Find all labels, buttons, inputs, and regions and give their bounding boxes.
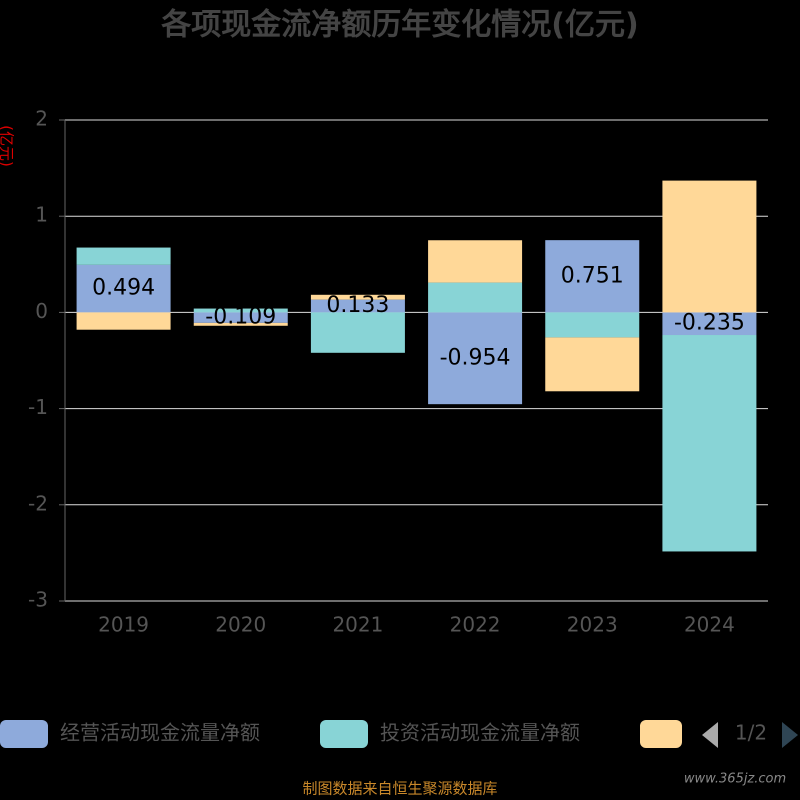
data-label: -0.235 — [674, 311, 745, 336]
bar — [76, 264, 171, 313]
data-label: 0.751 — [561, 263, 624, 288]
bar — [310, 299, 405, 313]
legend-swatch — [0, 720, 48, 748]
legend-next[interactable] — [782, 722, 798, 748]
bar — [193, 312, 288, 323]
y-tick-label: -3 — [28, 588, 48, 612]
legend-prev[interactable] — [702, 722, 718, 748]
legend-label: 经营活动现金流量净额 — [60, 721, 260, 745]
bar — [428, 240, 523, 283]
legend-swatch — [320, 720, 368, 748]
x-tick-label: 2022 — [450, 613, 501, 637]
legend-swatch — [640, 720, 682, 748]
y-tick-label: 2 — [35, 107, 48, 131]
bar — [193, 308, 288, 313]
data-label: -0.954 — [440, 345, 511, 370]
x-tick-label: 2019 — [98, 613, 149, 637]
bar — [662, 312, 757, 336]
data-label: 0.133 — [326, 293, 389, 318]
bar — [545, 240, 640, 313]
y-tick-label: 1 — [35, 203, 48, 227]
bar — [662, 180, 757, 313]
bar — [310, 294, 405, 300]
bar — [545, 337, 640, 392]
bar — [310, 312, 405, 353]
bar — [428, 312, 523, 405]
data-label: 0.494 — [92, 276, 155, 301]
y-tick-label: -2 — [28, 491, 48, 515]
x-tick-label: 2024 — [684, 613, 735, 637]
y-tick-label: -1 — [28, 395, 48, 419]
legend-page: 1/2 — [735, 721, 767, 745]
x-tick-label: 2023 — [567, 613, 618, 637]
bar — [662, 335, 757, 552]
source: 制图数据来自恒生聚源数据库 — [302, 780, 497, 798]
bar — [76, 312, 171, 330]
y-tick-label: 0 — [35, 299, 48, 323]
bar — [193, 322, 288, 326]
legend-label: 投资活动现金流量净额 — [380, 721, 580, 745]
watermark: www.365jz.com — [684, 772, 786, 787]
x-tick-label: 2021 — [332, 613, 383, 637]
y-axis-label: (亿元) — [0, 125, 16, 167]
bar — [428, 282, 523, 313]
data-label: -0.109 — [205, 305, 276, 330]
x-tick-label: 2020 — [215, 613, 266, 637]
bar — [545, 312, 640, 338]
chart-title: 各项现金流净额历年变化情况(亿元) — [160, 8, 638, 43]
bar — [76, 247, 171, 265]
